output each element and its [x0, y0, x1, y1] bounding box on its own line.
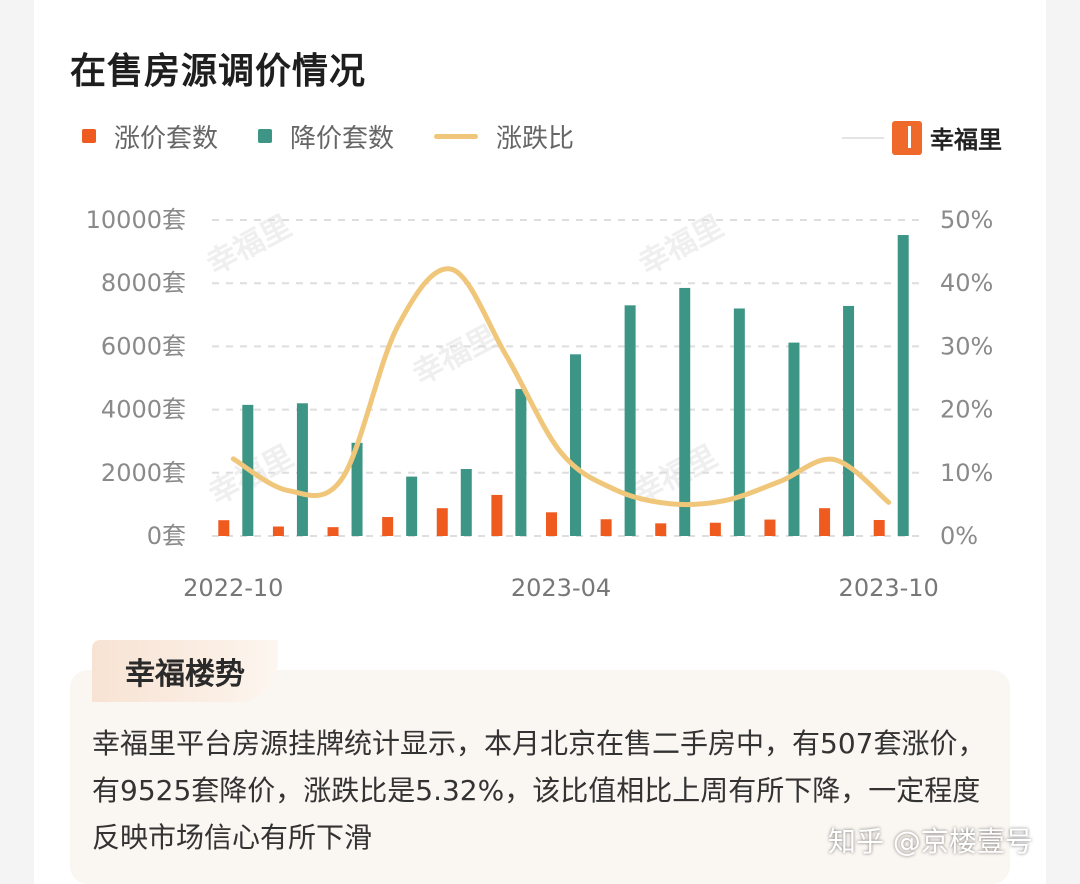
bar-fall-2023-03 [515, 389, 527, 536]
y-tick-left-3: 6000套 [101, 332, 186, 360]
legend-label-ratio: 涨跌比 [496, 123, 575, 154]
y-tick-right-0: 0% [940, 522, 978, 550]
legend-label-fall: 降价套数 [290, 123, 395, 154]
brand-watermark-1: 幸福里 [407, 319, 503, 392]
bar-rise-2022-10 [218, 520, 230, 536]
bar-fall-2023-05 [624, 305, 636, 536]
y-tick-right-4: 40% [940, 269, 993, 297]
analysis-tag: 幸福楼势 [92, 640, 278, 702]
bar-fall-2023-06 [679, 287, 691, 536]
brand-logo-icon [892, 120, 922, 155]
bar-fall-2023-02 [460, 469, 472, 536]
y-tick-left-2: 4000套 [101, 396, 186, 424]
legend-item-rise: 涨价套数 [82, 118, 218, 155]
bar-rise-2023-02 [436, 508, 448, 536]
x-tick-1: 2023-04 [511, 574, 611, 602]
bar-rise-2023-08 [764, 519, 776, 536]
y-tick-left-1: 2000套 [101, 459, 186, 487]
page-title: 在售房源调价情况 [70, 51, 367, 92]
y-tick-left-0: 0套 [147, 522, 186, 550]
bar-fall-2023-08 [788, 342, 800, 536]
legend-item-fall: 降价套数 [258, 118, 394, 155]
y-tick-right-1: 10% [940, 459, 993, 487]
bar-fall-2022-12 [351, 442, 363, 536]
bar-fall-2023-04 [570, 354, 581, 536]
legend-item-ratio: 涨跌比 [434, 118, 574, 155]
x-tick-0: 2022-10 [183, 574, 283, 602]
y-tick-right-2: 20% [940, 396, 993, 424]
legend-swatch-rise [82, 129, 96, 143]
source-watermark: 知乎 @京楼壹号 [828, 825, 1033, 858]
y-tick-right-5: 50% [940, 206, 993, 234]
analysis-box [70, 670, 1010, 884]
bar-fall-2022-11 [296, 403, 308, 536]
bar-fall-2023-01 [406, 476, 418, 536]
bar-fall-2023-09 [843, 305, 855, 536]
bar-rise-2022-11 [272, 526, 284, 536]
bar-rise-2023-09 [819, 508, 831, 536]
x-tick-2: 2023-10 [839, 574, 939, 602]
chart-legend: 涨价套数 降价套数 涨跌比 [82, 118, 614, 154]
y-tick-right-3: 30% [940, 332, 993, 360]
legend-swatch-ratio [434, 133, 479, 139]
brand-name: 幸福里 [930, 126, 1002, 154]
brand-divider [842, 136, 884, 139]
legend-swatch-fall [258, 129, 273, 143]
bar-fall-2023-10 [897, 235, 909, 536]
y-tick-left-4: 8000套 [101, 269, 186, 297]
analysis-text: 幸福里平台房源挂牌统计显示，本月北京在售二手房中，有507套涨价，有9525套降… [92, 727, 986, 854]
legend-label-rise: 涨价套数 [114, 123, 219, 154]
bar-rise-2023-03 [491, 494, 503, 536]
brand-mark: 幸福里 [842, 120, 1002, 155]
bar-rise-2023-10 [873, 519, 885, 536]
bar-rise-2023-07 [709, 522, 721, 536]
bar-rise-2023-05 [600, 519, 612, 536]
bar-rise-2023-04 [546, 512, 557, 536]
bar-fall-2023-07 [733, 308, 745, 536]
y-tick-left-5: 10000套 [86, 206, 186, 234]
bar-rise-2022-12 [327, 527, 339, 536]
bar-rise-2023-01 [382, 517, 394, 536]
bar-rise-2023-06 [655, 523, 667, 536]
